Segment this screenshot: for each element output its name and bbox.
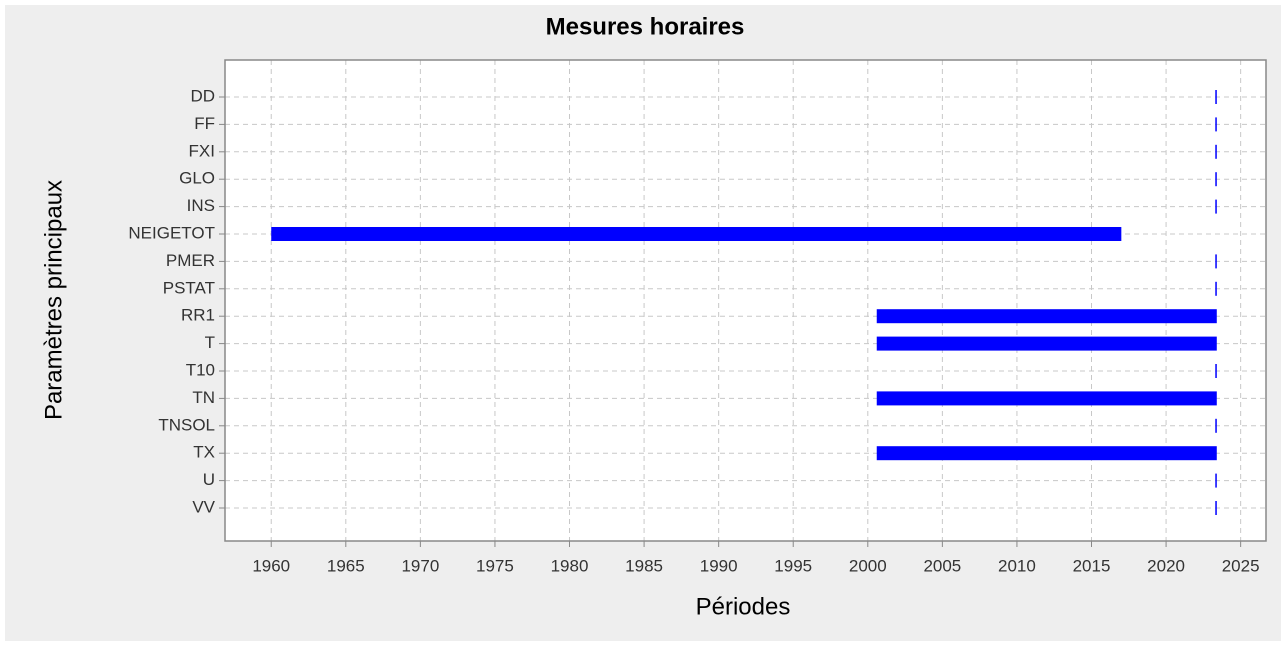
y-tick-label: PSTAT xyxy=(163,278,215,297)
x-axis-label: Périodes xyxy=(696,593,791,620)
x-tick-label: 1995 xyxy=(774,556,812,575)
y-tick-label: T10 xyxy=(186,360,215,379)
x-tick-label: 2015 xyxy=(1073,556,1111,575)
bar xyxy=(1215,364,1217,378)
bar xyxy=(876,391,1217,406)
bar xyxy=(1215,144,1217,159)
bar xyxy=(1215,418,1217,433)
bar xyxy=(1215,172,1217,187)
bar xyxy=(1215,117,1217,132)
x-tick-label: 2020 xyxy=(1147,556,1185,575)
y-tick-label: U xyxy=(203,470,215,489)
plot-border xyxy=(224,59,1267,542)
y-tick-label: GLO xyxy=(179,169,215,188)
y-tick-label: PMER xyxy=(166,251,215,270)
y-tick-label: RR1 xyxy=(181,306,215,325)
plot-area xyxy=(225,60,1266,541)
y-tick-label: T xyxy=(205,333,215,352)
bar xyxy=(876,446,1217,461)
bar xyxy=(876,336,1217,351)
y-tick-label: TN xyxy=(192,388,215,407)
y-tick-label: VV xyxy=(192,497,215,516)
y-tick-label: TNSOL xyxy=(158,415,215,434)
x-tick-label: 1965 xyxy=(327,556,365,575)
bar xyxy=(1215,281,1217,296)
bar xyxy=(1215,199,1217,214)
x-tick-label: 2025 xyxy=(1222,556,1260,575)
x-tick-label: 1975 xyxy=(476,556,514,575)
x-tick-label: 1980 xyxy=(551,556,589,575)
y-axis-label: Paramètres principaux xyxy=(40,180,67,420)
chart-title: Mesures horaires xyxy=(546,13,745,40)
y-tick-label: FXI xyxy=(189,141,215,160)
x-tick-label: 2010 xyxy=(998,556,1036,575)
bar xyxy=(1215,501,1217,515)
y-tick-label: INS xyxy=(187,196,215,215)
x-tick-label: 1990 xyxy=(700,556,738,575)
x-tick-label: 2005 xyxy=(923,556,961,575)
x-tick-label: 1960 xyxy=(252,556,290,575)
y-tick-label: FF xyxy=(194,114,215,133)
x-tick-label: 2000 xyxy=(849,556,887,575)
x-tick-label: 1985 xyxy=(625,556,663,575)
x-tick-label: 1970 xyxy=(401,556,439,575)
y-tick-label: TX xyxy=(193,443,215,462)
bar xyxy=(1215,473,1217,488)
bar xyxy=(271,227,1122,241)
bar xyxy=(1215,90,1217,104)
y-tick-label: DD xyxy=(190,86,215,105)
bar xyxy=(1215,254,1217,269)
bar xyxy=(876,309,1217,324)
y-tick-label: NEIGETOT xyxy=(128,223,215,242)
